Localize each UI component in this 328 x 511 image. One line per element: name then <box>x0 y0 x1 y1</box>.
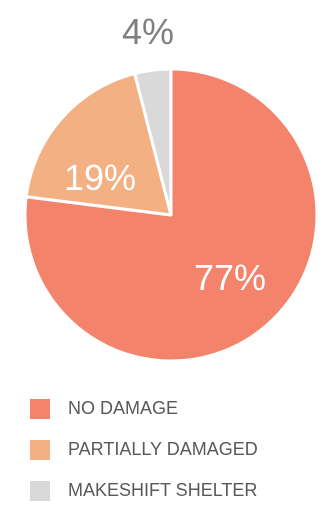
slice-label-makeshift-shelter: 4% <box>122 11 174 52</box>
legend-label-makeshift-shelter: MAKESHIFT SHELTER <box>68 480 258 500</box>
legend-label-no-damage: NO DAMAGE <box>68 398 179 418</box>
pie-chart: 77% 19% 4% <box>23 11 319 363</box>
pie-slice-partially-damaged <box>24 72 173 217</box>
slice-label-partially-damaged: 19% <box>64 157 136 198</box>
legend-swatch-partially-damaged <box>30 439 50 460</box>
legend-label-partially-damaged: PARTIALLY DAMAGED <box>68 439 258 459</box>
legend-swatch-no-damage <box>30 398 50 419</box>
pie-slice-makeshift-shelter <box>133 67 173 217</box>
slice-label-no-damage: 77% <box>194 257 266 298</box>
legend-item-makeshift-shelter: MAKESHIFT SHELTER <box>30 470 320 511</box>
legend: NO DAMAGE PARTIALLY DAMAGED MAKESHIFT SH… <box>30 388 320 511</box>
legend-swatch-makeshift-shelter <box>30 480 50 501</box>
legend-item-partially-damaged: PARTIALLY DAMAGED <box>30 429 320 470</box>
legend-item-no-damage: NO DAMAGE <box>30 388 320 429</box>
